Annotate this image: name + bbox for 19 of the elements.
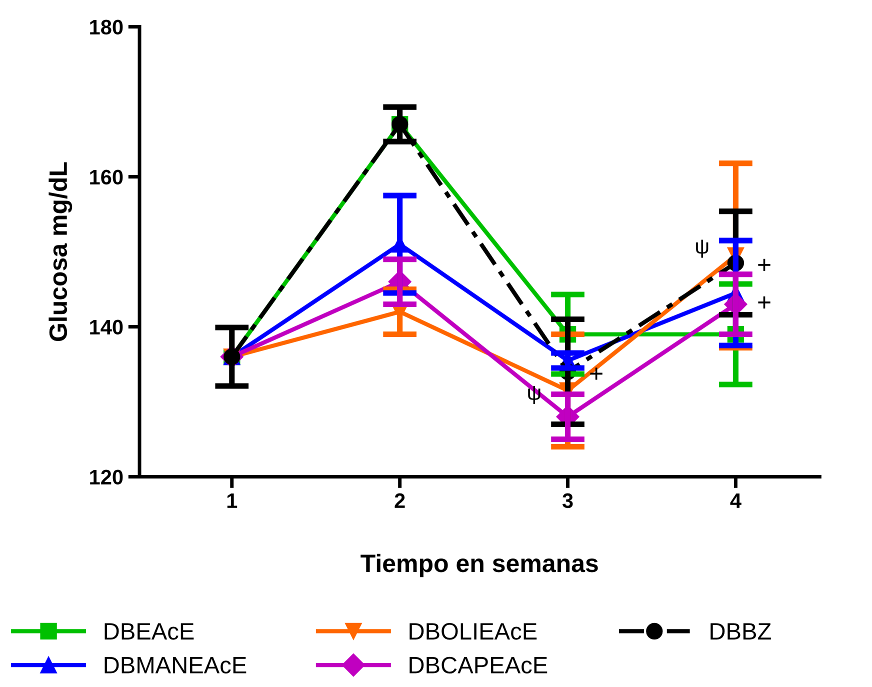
- x-tick-label: 2: [394, 493, 405, 508]
- legend-label: DBEAcE: [104, 623, 194, 640]
- legend-label: DBBZ: [710, 623, 771, 640]
- x-tick-label: 3: [562, 493, 573, 508]
- legend-label: DBMANEAcE: [104, 657, 246, 674]
- x-tick-label: 1: [227, 494, 238, 508]
- y-axis-title: Glucosa mg/dL: [48, 162, 72, 342]
- y-tick-label: 160: [90, 170, 123, 185]
- x-tick-label: 4: [730, 494, 742, 508]
- x-axis-title: Tiempo en semanas: [360, 554, 598, 578]
- annotation: +: [590, 368, 602, 380]
- y-tick-label: 140: [90, 320, 123, 335]
- annotation: ψ: [696, 240, 708, 258]
- annotation: +: [758, 258, 770, 272]
- y-tick-label: 180: [90, 20, 123, 35]
- legend-label: DBCAPEAcE: [410, 656, 548, 674]
- annotation: +: [758, 296, 770, 309]
- legend-label: DBOLIEAcE: [410, 623, 537, 640]
- y-tick-label: 120: [90, 470, 123, 485]
